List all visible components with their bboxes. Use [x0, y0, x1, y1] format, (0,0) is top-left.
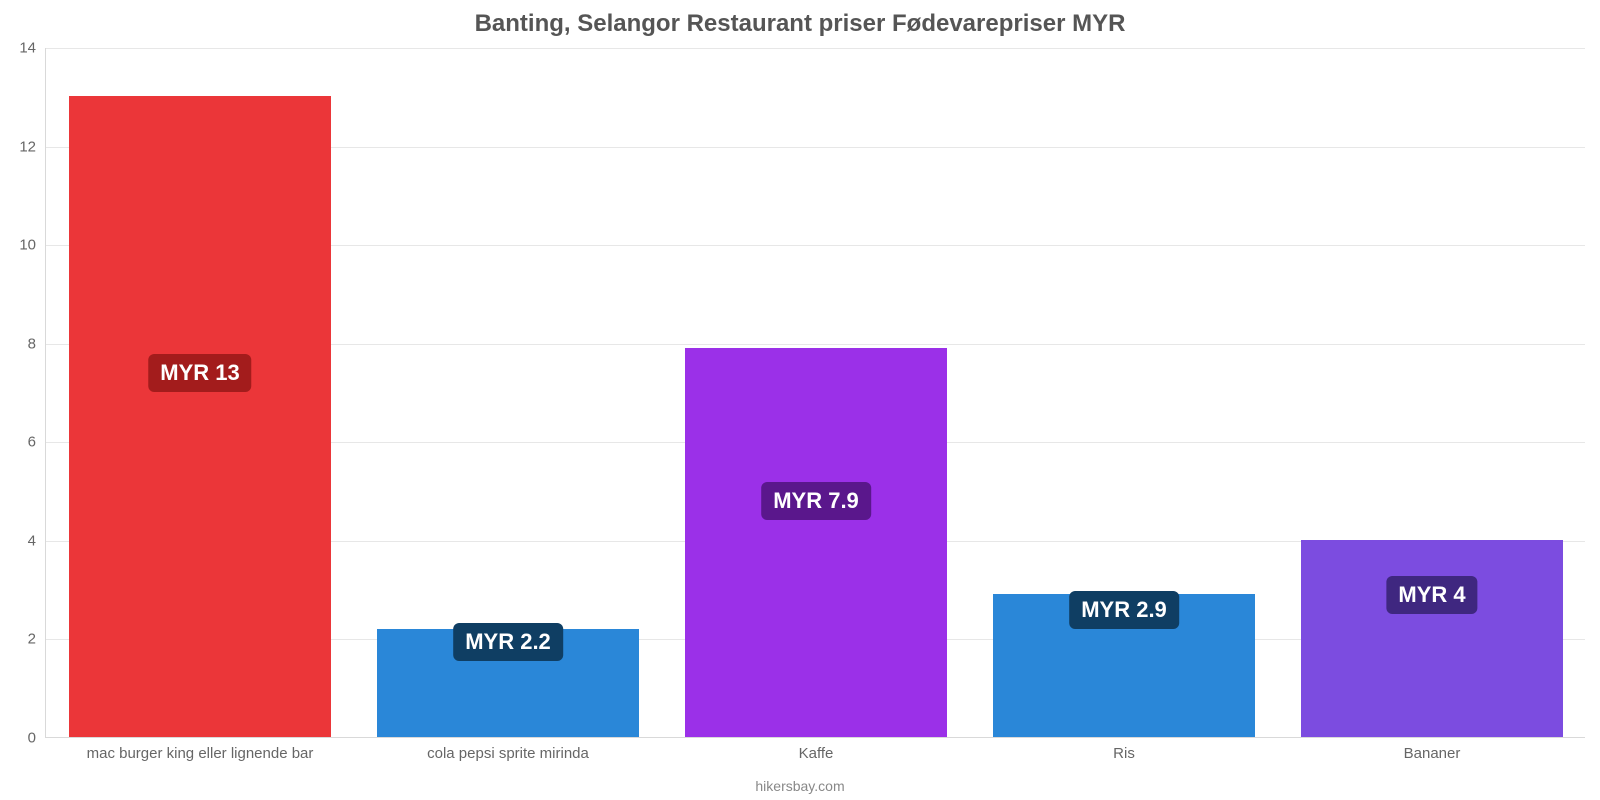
y-tick-label: 12 [19, 138, 46, 155]
value-label: MYR 7.9 [761, 482, 871, 520]
x-tick-label: Ris [1113, 737, 1135, 762]
bar [1301, 540, 1563, 737]
x-tick-label: Bananer [1404, 737, 1461, 762]
y-tick-label: 10 [19, 237, 46, 254]
chart-title: Banting, Selangor Restaurant priser Føde… [0, 10, 1600, 38]
y-tick-label: 2 [28, 631, 46, 648]
x-tick-label: mac burger king eller lignende bar [87, 737, 314, 762]
chart-container: Banting, Selangor Restaurant priser Føde… [0, 0, 1600, 800]
chart-footer: hikersbay.com [0, 778, 1600, 794]
value-label: MYR 2.2 [453, 623, 563, 661]
value-label: MYR 4 [1386, 576, 1477, 614]
y-tick-label: 4 [28, 532, 46, 549]
gridline [46, 48, 1585, 49]
x-tick-label: Kaffe [799, 737, 834, 762]
x-tick-label: cola pepsi sprite mirinda [427, 737, 589, 762]
bar [69, 96, 331, 737]
value-label: MYR 13 [148, 354, 251, 392]
value-label: MYR 2.9 [1069, 591, 1179, 629]
y-tick-label: 14 [19, 40, 46, 57]
plot-area: 02468101214mac burger king eller lignend… [45, 48, 1585, 738]
y-tick-label: 8 [28, 335, 46, 352]
bar [685, 348, 947, 737]
y-tick-label: 6 [28, 434, 46, 451]
y-tick-label: 0 [28, 730, 46, 747]
